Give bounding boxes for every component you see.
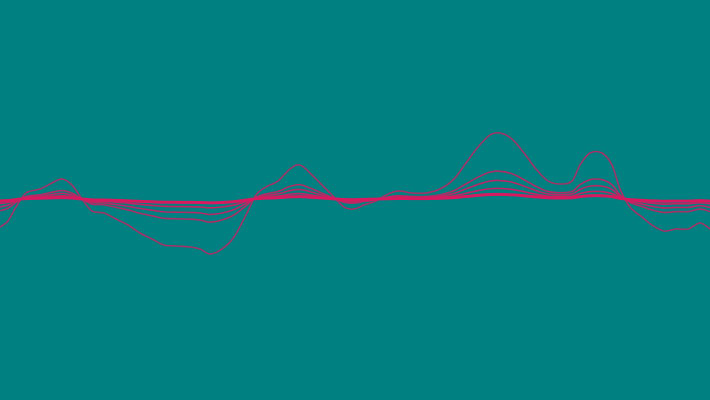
wave-layer-1 bbox=[0, 131, 710, 255]
wave-layer-3 bbox=[0, 179, 710, 216]
wave-layer-2 bbox=[0, 170, 710, 223]
waveform-lines bbox=[0, 131, 710, 255]
wave-layer-5 bbox=[0, 192, 710, 205]
